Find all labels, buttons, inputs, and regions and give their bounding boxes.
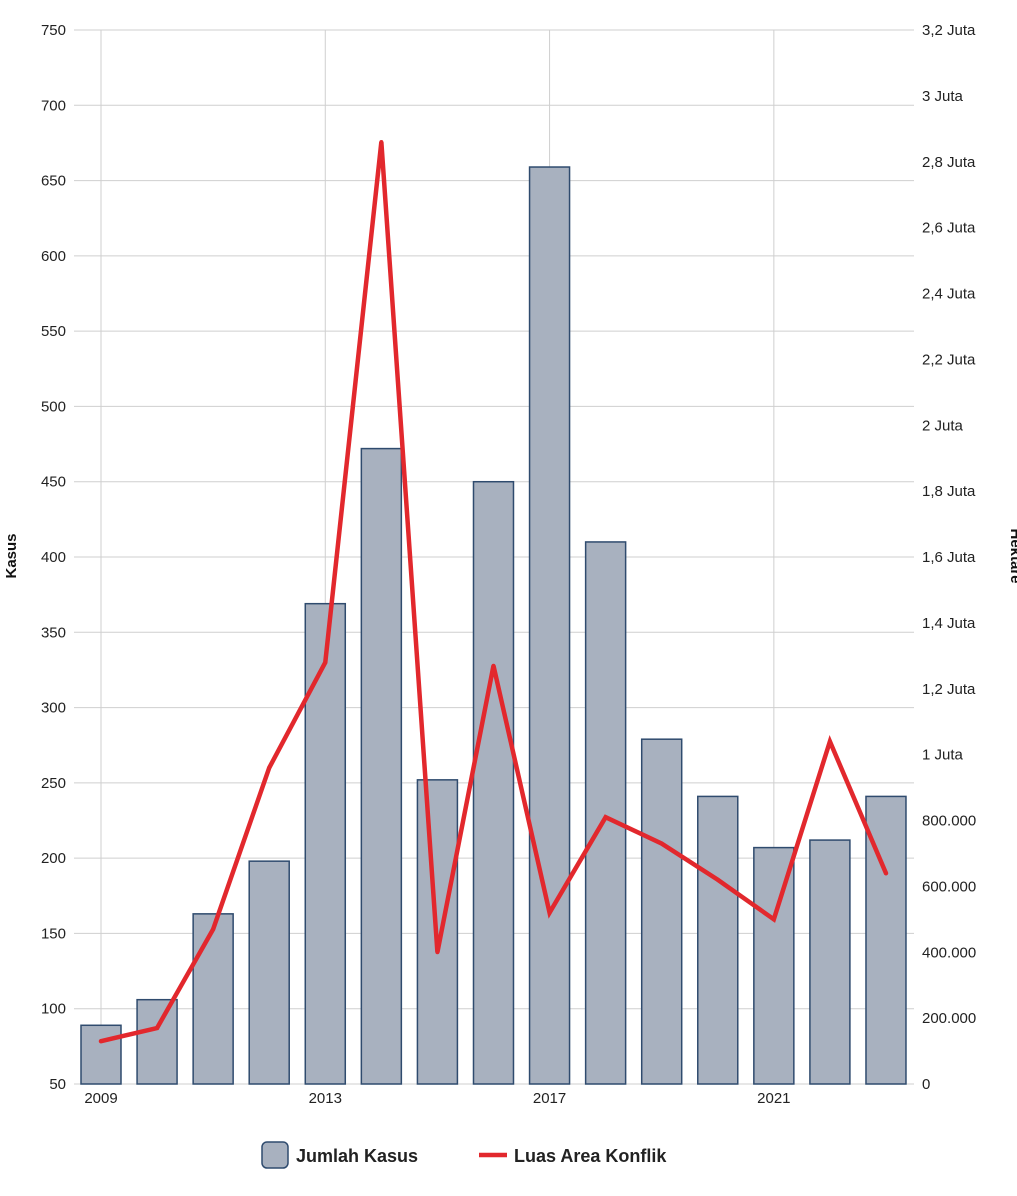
line-point-2016[interactable]: [491, 663, 496, 668]
line-point-2021[interactable]: [771, 917, 776, 922]
left-tick-label: 650: [41, 173, 66, 190]
bar-2009[interactable]: [80, 1024, 122, 1085]
line-point-2010[interactable]: [155, 1026, 160, 1031]
line-point-2014[interactable]: [379, 139, 384, 144]
left-tick-label: 350: [41, 624, 66, 641]
legend-item-jumlah-kasus[interactable]: Jumlah Kasus: [261, 1141, 418, 1169]
line-point-2018[interactable]: [603, 815, 608, 820]
line-point-2019[interactable]: [659, 841, 664, 846]
left-axis-ticks: 50 100 150 200 250 300 350 400 450 500 550 600 650 70…: [41, 22, 66, 1093]
bar-2013[interactable]: [304, 602, 347, 1085]
right-tick-label: 3,2 Juta: [922, 22, 976, 39]
left-tick-label: 500: [41, 398, 66, 415]
right-tick-label: 1,8 Juta: [922, 483, 976, 500]
line-point-2015[interactable]: [435, 950, 440, 955]
right-tick-label: 400.000: [922, 944, 976, 961]
bar-series-jumlah-kasus: [80, 166, 907, 1085]
bar-2020[interactable]: [697, 795, 739, 1085]
bar-2022[interactable]: [809, 839, 851, 1085]
x-tick-label: 2021: [757, 1090, 790, 1107]
left-tick-label: 400: [41, 549, 66, 566]
right-tick-label: 2,2 Juta: [922, 351, 976, 368]
legend-item-luas-area-konflik[interactable]: Luas Area Konflik: [479, 1146, 667, 1166]
left-tick-label: 750: [41, 22, 66, 39]
bar-2021[interactable]: [753, 846, 795, 1085]
left-tick-label: 50: [49, 1076, 66, 1093]
line-series-luas-area-konflik: [98, 139, 889, 1044]
line-point-2023[interactable]: [883, 871, 888, 876]
right-tick-label: 1,6 Juta: [922, 549, 976, 566]
left-tick-label: 700: [41, 97, 66, 114]
right-tick-label: 3 Juta: [922, 88, 964, 105]
right-tick-label: 0: [922, 1076, 930, 1093]
legend: Jumlah Kasus Luas Area Konflik: [261, 1141, 667, 1169]
right-tick-label: 2,4 Juta: [922, 286, 976, 303]
right-tick-label: 1,2 Juta: [922, 681, 976, 698]
line-point-2020[interactable]: [715, 877, 720, 882]
bar-2019[interactable]: [640, 738, 683, 1085]
x-tick-label: 2017: [533, 1090, 566, 1107]
x-tick-label: 2009: [84, 1090, 117, 1107]
bar-2014[interactable]: [360, 447, 403, 1085]
left-tick-label: 450: [41, 474, 66, 491]
right-tick-label: 600.000: [922, 878, 976, 895]
bar-2011[interactable]: [192, 913, 234, 1085]
right-axis-ticks: 0 200.000 400.000 600.000 800.000 1 Juta 1,2 J…: [922, 22, 976, 1093]
right-tick-label: 2,8 Juta: [922, 154, 976, 171]
line-point-2022[interactable]: [827, 739, 832, 744]
line-point-2011[interactable]: [211, 927, 216, 932]
bar-2017[interactable]: [528, 166, 571, 1085]
left-tick-label: 300: [41, 700, 66, 717]
left-tick-label: 550: [41, 323, 66, 340]
line-point-2012[interactable]: [267, 765, 272, 770]
right-tick-label: 1,4 Juta: [922, 615, 976, 632]
right-tick-label: 2,6 Juta: [922, 220, 976, 237]
x-axis-ticks: 2009 2013 2017 2021: [84, 1090, 790, 1107]
right-tick-label: 1 Juta: [922, 747, 964, 764]
bar-2010[interactable]: [136, 998, 178, 1085]
line-point-2013[interactable]: [323, 660, 328, 665]
legend-label-luas-area-konflik: Luas Area Konflik: [514, 1146, 667, 1166]
right-tick-label: 800.000: [922, 813, 976, 830]
bar-2018[interactable]: [584, 541, 627, 1085]
left-tick-label: 100: [41, 1001, 66, 1018]
line-point-2009[interactable]: [99, 1039, 103, 1044]
legend-bar-swatch: [261, 1141, 289, 1169]
left-tick-label: 600: [41, 248, 66, 265]
left-tick-label: 250: [41, 775, 66, 792]
x-tick-label: 2013: [309, 1090, 342, 1107]
right-tick-label: 200.000: [922, 1010, 976, 1027]
bar-2016[interactable]: [472, 480, 515, 1085]
legend-label-jumlah-kasus: Jumlah Kasus: [296, 1146, 418, 1166]
line-point-2017[interactable]: [547, 910, 552, 915]
right-tick-label: 2 Juta: [922, 417, 964, 434]
left-tick-label: 200: [41, 850, 66, 867]
bar-2012[interactable]: [248, 860, 290, 1085]
left-tick-label: 150: [41, 925, 66, 942]
right-axis-title: Hektare: [1007, 528, 1017, 583]
left-axis-title: Kasus: [3, 533, 20, 578]
